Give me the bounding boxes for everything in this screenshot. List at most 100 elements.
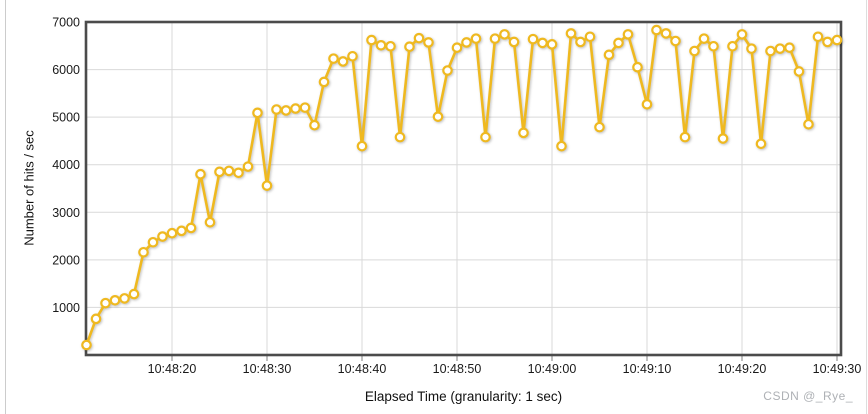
right-edge-line [866,0,867,414]
data-point-marker [717,133,729,144]
data-point-marker [508,36,520,48]
data-point-marker [195,168,206,180]
y-tick-label: 4000 [52,158,80,172]
x-tick-label: 10:49:10 [623,362,672,376]
data-point-marker [356,140,368,152]
x-tick-label: 10:48:40 [338,362,387,376]
x-tick-label: 10:48:20 [148,362,197,376]
data-point-marker [660,28,672,39]
data-point-marker [90,313,102,325]
data-point-marker [366,34,377,46]
data-point-marker [698,33,710,44]
data-point-marker [461,37,472,48]
data-point-marker [822,36,833,48]
watermark: CSDN @_Rye_ [763,389,853,403]
data-point-marker [451,42,463,53]
x-tick-label: 10:49:30 [813,362,862,376]
data-point-marker [271,104,282,115]
data-point-marker [613,37,624,49]
y-tick-label: 2000 [52,253,80,267]
data-point-marker [166,227,178,239]
plot-border [84,20,843,357]
data-point-marker [347,50,358,62]
data-point-marker [309,119,320,131]
data-point-marker [537,37,548,49]
data-point-marker [375,40,387,51]
data-point-marker [423,37,434,48]
x-tick-marks [171,356,838,361]
data-point-marker [157,231,168,242]
left-edge-line [5,0,6,414]
data-point-marker [556,140,567,152]
data-point-marker [204,216,216,228]
y-tick-label: 5000 [52,111,80,125]
data-point-marker [546,39,558,50]
data-point-marker [565,28,577,39]
x-tick-labels: 10:48:20 10:48:30 10:48:40 10:48:50 10:49:00… [148,362,862,376]
data-point-marker [223,165,235,177]
data-point-marker [632,61,643,73]
data-point-marker [746,43,757,54]
x-tick-label: 10:48:50 [433,362,482,376]
data-point-marker [784,42,795,53]
data-point-marker [432,111,444,122]
data-point-marker [575,36,586,48]
data-point-marker [603,49,615,61]
x-tick-label: 10:49:00 [528,362,577,376]
data-point-marker [755,138,767,150]
data-point-marker [793,66,805,77]
data-point-marker [594,121,605,133]
data-point-marker [584,31,596,43]
y-tick-label: 1000 [52,301,80,315]
data-point-marker [499,29,510,40]
data-point-marker [489,33,501,44]
data-point-marker [651,24,662,36]
data-point-marker [385,40,396,52]
y-tick-label: 3000 [52,206,80,220]
data-point-marker [727,40,738,52]
data-point-marker [394,131,406,143]
data-point-marker [641,98,653,110]
x-tick-label: 10:48:30 [243,362,292,376]
data-point-marker [185,222,197,234]
data-point-marker [470,33,482,44]
data-point-marker [119,293,130,304]
data-point-marker [803,118,814,130]
data-point-marker [299,102,311,113]
data-point-marker [765,45,776,57]
data-point-marker [214,166,225,178]
data-point-marker [109,294,121,306]
data-point-marker [622,29,634,40]
y-tick-label: 7000 [52,16,80,30]
data-point-marker [689,45,700,57]
data-point-marker [527,33,539,45]
data-point-marker [128,288,140,300]
data-point-marker [413,32,425,44]
y-tick-label: 6000 [52,63,80,77]
data-point-marker [318,76,330,88]
data-point-marker [138,246,149,258]
gridlines [86,21,841,355]
data-point-marker [736,29,748,40]
series-line [85,28,839,347]
data-point-marker [147,236,159,248]
data-point-marker [290,103,301,114]
data-point-marker [176,225,187,237]
data-point-marker [831,34,843,46]
data-point-marker [337,56,349,67]
data-point-marker [670,35,681,47]
data-point-marker [812,31,824,43]
x-axis-title: Elapsed Time (granularity: 1 sec) [364,389,563,404]
data-point-marker [233,167,244,179]
data-point-marker [261,180,273,191]
data-point-marker [81,339,92,351]
data-point-marker [252,107,263,119]
data-point-marker [480,131,491,143]
data-point-marker [100,297,111,309]
data-point-marker [774,43,786,54]
data-point-marker [242,161,254,172]
data-point-marker [328,53,339,64]
data-point-marker [708,40,719,52]
